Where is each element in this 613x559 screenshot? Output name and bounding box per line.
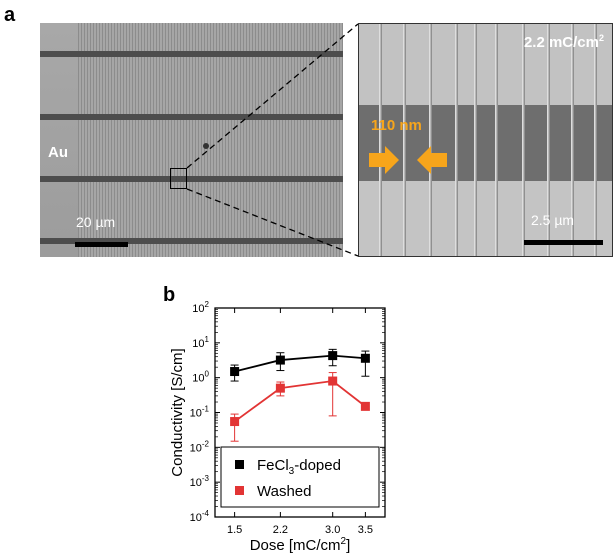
y-tick-label: 10-2 [190, 439, 210, 454]
legend-marker [235, 460, 244, 469]
nanowire [571, 24, 574, 256]
y-tick-label: 10-1 [190, 405, 210, 420]
panel-b-letter: b [163, 284, 176, 306]
sem-image-zoomed: 2.2 mC/cm2 110 nm 2.5 µm [358, 23, 613, 257]
nanowire [547, 24, 550, 256]
nanowire [495, 24, 498, 256]
electrode-bar [40, 238, 343, 244]
y-tick-label: 100 [192, 370, 209, 385]
data-point [360, 401, 370, 411]
zoom-box [170, 168, 187, 189]
panel-a-letter: a [4, 4, 16, 26]
x-tick-label: 3.5 [358, 524, 373, 536]
scale-bar-right [524, 240, 603, 245]
legend-entry: Washed [257, 483, 311, 500]
series-line [234, 380, 366, 423]
gap-arrows [369, 146, 447, 174]
x-tick-label: 1.5 [227, 524, 242, 536]
scale-bar-label-right: 2.5 µm [531, 212, 575, 228]
au-label: Au [48, 144, 68, 161]
sem-image-overview: Au 20 µm [40, 23, 343, 257]
data-point [328, 376, 338, 386]
y-tick-label: 10-3 [190, 474, 210, 489]
data-point [328, 351, 338, 361]
x-axis-title: Dose [mC/cm2] [250, 536, 351, 554]
legend-marker [235, 486, 244, 495]
zoom-line-top [186, 23, 359, 169]
nanowire [474, 24, 477, 256]
dose-label: 2.2 mC/cm2 [523, 33, 604, 51]
scale-bar-left [75, 242, 128, 247]
y-tick-label: 101 [192, 335, 209, 350]
y-tick-label: 10-4 [190, 509, 210, 524]
zoom-connector-lines [186, 23, 359, 257]
electrode-bar [40, 51, 343, 57]
nanowire [455, 24, 458, 256]
nanowire [594, 24, 597, 256]
data-point [230, 417, 240, 427]
series-line [234, 354, 366, 373]
arrow-left-icon [417, 146, 447, 174]
data-point [275, 383, 285, 393]
zoom-line-bottom [186, 188, 359, 257]
electrode-bar [40, 114, 343, 120]
scale-bar-label-left: 20 µm [76, 214, 116, 230]
x-tick-label: 2.2 [273, 524, 288, 536]
data-point [360, 353, 370, 363]
y-tick-label: 102 [192, 300, 209, 315]
nanowire [429, 24, 432, 256]
electrode-bar [40, 176, 343, 182]
nanowire [403, 24, 406, 256]
particle-dot [203, 143, 209, 149]
au-contact-pad [40, 23, 78, 257]
gap-region [359, 105, 612, 181]
conductivity-chart: 10-4 10-3 10-2 10-1 100 101 102 1.5 2.2 3.0 3.5 Con… [170, 300, 386, 554]
x-tick-label: 3.0 [325, 524, 340, 536]
nanowire-array [78, 23, 343, 257]
y-axis-title: Conductivity [S/cm] [170, 348, 186, 476]
electrode-region-top [359, 24, 612, 105]
data-point [275, 355, 285, 365]
gap-width-label: 110 nm [371, 117, 422, 134]
legend-box [220, 446, 380, 508]
arrow-right-icon [369, 146, 399, 174]
nanowire [379, 24, 382, 256]
nanowire [522, 24, 525, 256]
legend-entry: FeCl3-doped [257, 457, 341, 477]
data-point [230, 367, 240, 377]
